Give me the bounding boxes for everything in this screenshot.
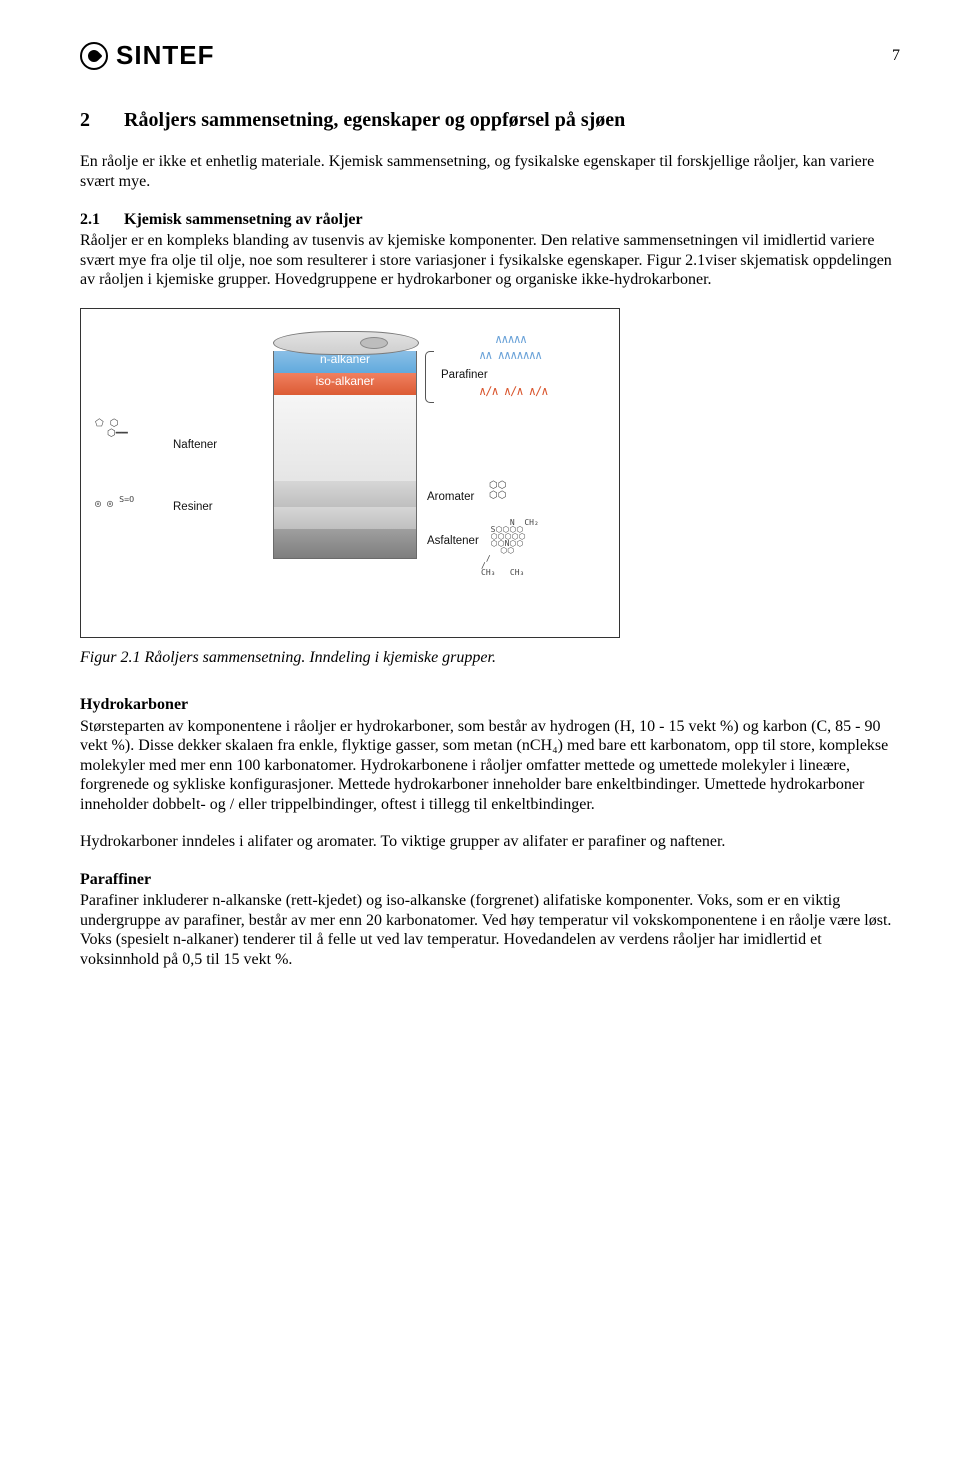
label-naftener: Naftener [173, 439, 217, 451]
naftener-molecule-icon: ⬠ ⬡ ⬡━━ [95, 419, 128, 439]
subsection-number: 2.1 [80, 211, 124, 229]
brace-icon [425, 351, 434, 403]
page: SINTEF 7 2Råoljers sammensetning, egensk… [0, 0, 960, 1027]
band-asfaltener [273, 529, 417, 559]
label-aromater: Aromater [427, 491, 474, 503]
page-number: 7 [892, 47, 900, 65]
zigzag-icon: ∧∧ ∧∧∧∧∧∧∧ [479, 349, 541, 361]
paraffiner-p: Parafiner inkluderer n-alkanske (rett-kj… [80, 891, 900, 969]
zigzag-icon: ∧∕∧ ∧∕∧ ∧∕∧ [479, 385, 547, 397]
label-resiner: Resiner [173, 501, 213, 513]
subsection-paragraph: Råoljer er en kompleks blanding av tusen… [80, 231, 900, 290]
hydrokarboner-p2: Hydrokarboner inndeles i alifater og aro… [80, 832, 900, 852]
logo-text: SINTEF [116, 40, 214, 71]
intro-paragraph: En råolje er ikke et enhetlig materiale.… [80, 152, 900, 191]
hydrokarboner-p1: Størsteparten av komponentene i råoljer … [80, 717, 900, 815]
label-asfaltener: Asfaltener [427, 535, 479, 547]
barrel-icon: n-alkaner iso-alkaner [273, 331, 417, 559]
logo: SINTEF [80, 40, 214, 71]
header: SINTEF 7 [80, 40, 900, 71]
figure-2-1: ⬠ ⬡ ⬡━━ Naftener ◎ ◎ S=O Resiner n-alkan… [80, 308, 620, 638]
asfaltener-molecule-icon: N CH₂ S⬡⬡⬡⬡ ⬡⬡⬡⬡⬡ ⬡⬡N⬡⬡ ⬡⬡ ∕ ∕ CH₃ CH₃ [481, 519, 539, 577]
subsection-heading: 2.1Kjemisk sammensetning av råoljer [80, 211, 900, 229]
label-parafiner: Parafiner [441, 369, 488, 381]
zigzag-icon: ∧∧∧∧∧ [495, 333, 526, 345]
resiner-molecule-icon: ◎ ◎ S=O [95, 495, 134, 509]
section-title: Råoljers sammensetning, egenskaper og op… [124, 109, 625, 131]
figure-caption: Figur 2.1 Råoljers sammensetning. Inndel… [80, 648, 900, 668]
paraffiner-heading: Paraffiner [80, 870, 900, 890]
band-naftener [273, 395, 417, 485]
section-heading: 2Råoljers sammensetning, egenskaper og o… [80, 109, 900, 132]
aromater-molecule-icon: ⬡⬡⬡⬡ [489, 481, 506, 501]
section-number: 2 [80, 109, 124, 132]
subsection-title: Kjemisk sammensetning av råoljer [124, 211, 363, 228]
logo-eye-icon [80, 42, 108, 70]
hydrokarboner-heading: Hydrokarboner [80, 695, 900, 715]
